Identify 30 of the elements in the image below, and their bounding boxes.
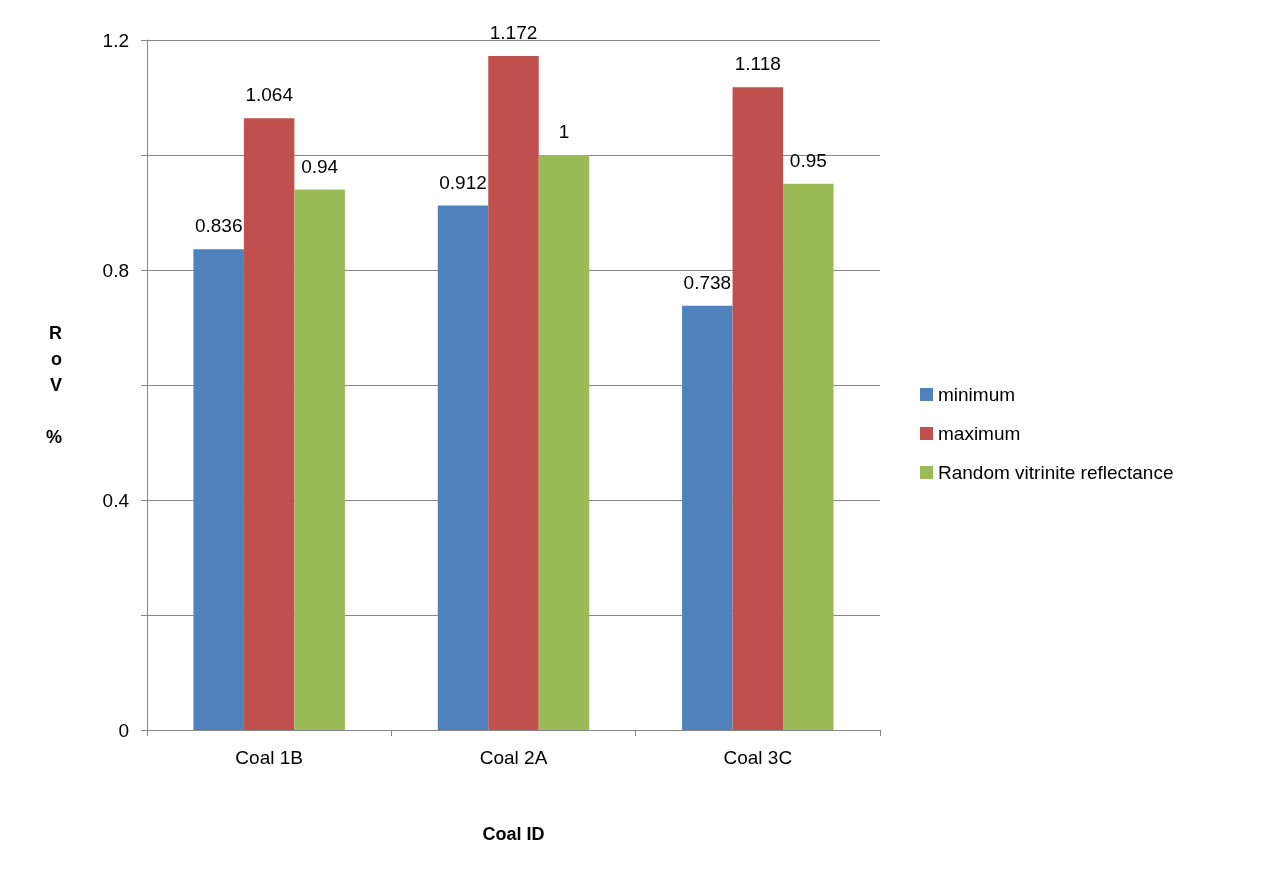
legend-label: maximum bbox=[938, 423, 1021, 444]
y-tick-label: 0.4 bbox=[102, 489, 130, 511]
data-label: 0.912 bbox=[439, 171, 487, 193]
bar bbox=[437, 205, 489, 730]
y-tick-label: 0.8 bbox=[102, 259, 129, 281]
data-label: 1.172 bbox=[489, 22, 538, 44]
bar bbox=[783, 183, 834, 730]
x-axis-title: Coal ID bbox=[482, 824, 545, 844]
y-tick-label: 0 bbox=[118, 719, 129, 741]
data-label: 0.836 bbox=[194, 215, 243, 237]
text: RoV % bbox=[45, 323, 62, 447]
legend-label: minimum bbox=[938, 384, 1016, 405]
legend-label: Random vitrinite reflectance bbox=[938, 462, 1174, 483]
x-tick-label: Coal 2A bbox=[479, 747, 548, 768]
bar bbox=[243, 118, 295, 730]
x-tick-label: Coal 3C bbox=[723, 747, 793, 768]
bar bbox=[193, 249, 244, 730]
data-label: 0.95 bbox=[789, 149, 827, 171]
bar bbox=[682, 305, 733, 730]
bar bbox=[488, 56, 539, 730]
data-label: 1 bbox=[558, 121, 570, 142]
data-label: 0.738 bbox=[683, 271, 732, 293]
x-tick-label: Coal 1B bbox=[235, 747, 303, 768]
data-label: 0.94 bbox=[301, 155, 339, 177]
y-tick-label: 1.2 bbox=[102, 29, 129, 51]
bar bbox=[732, 87, 784, 730]
bar bbox=[294, 189, 345, 730]
data-label: 1.064 bbox=[245, 84, 294, 106]
bar bbox=[538, 155, 590, 730]
data-label: 1.118 bbox=[734, 53, 781, 75]
